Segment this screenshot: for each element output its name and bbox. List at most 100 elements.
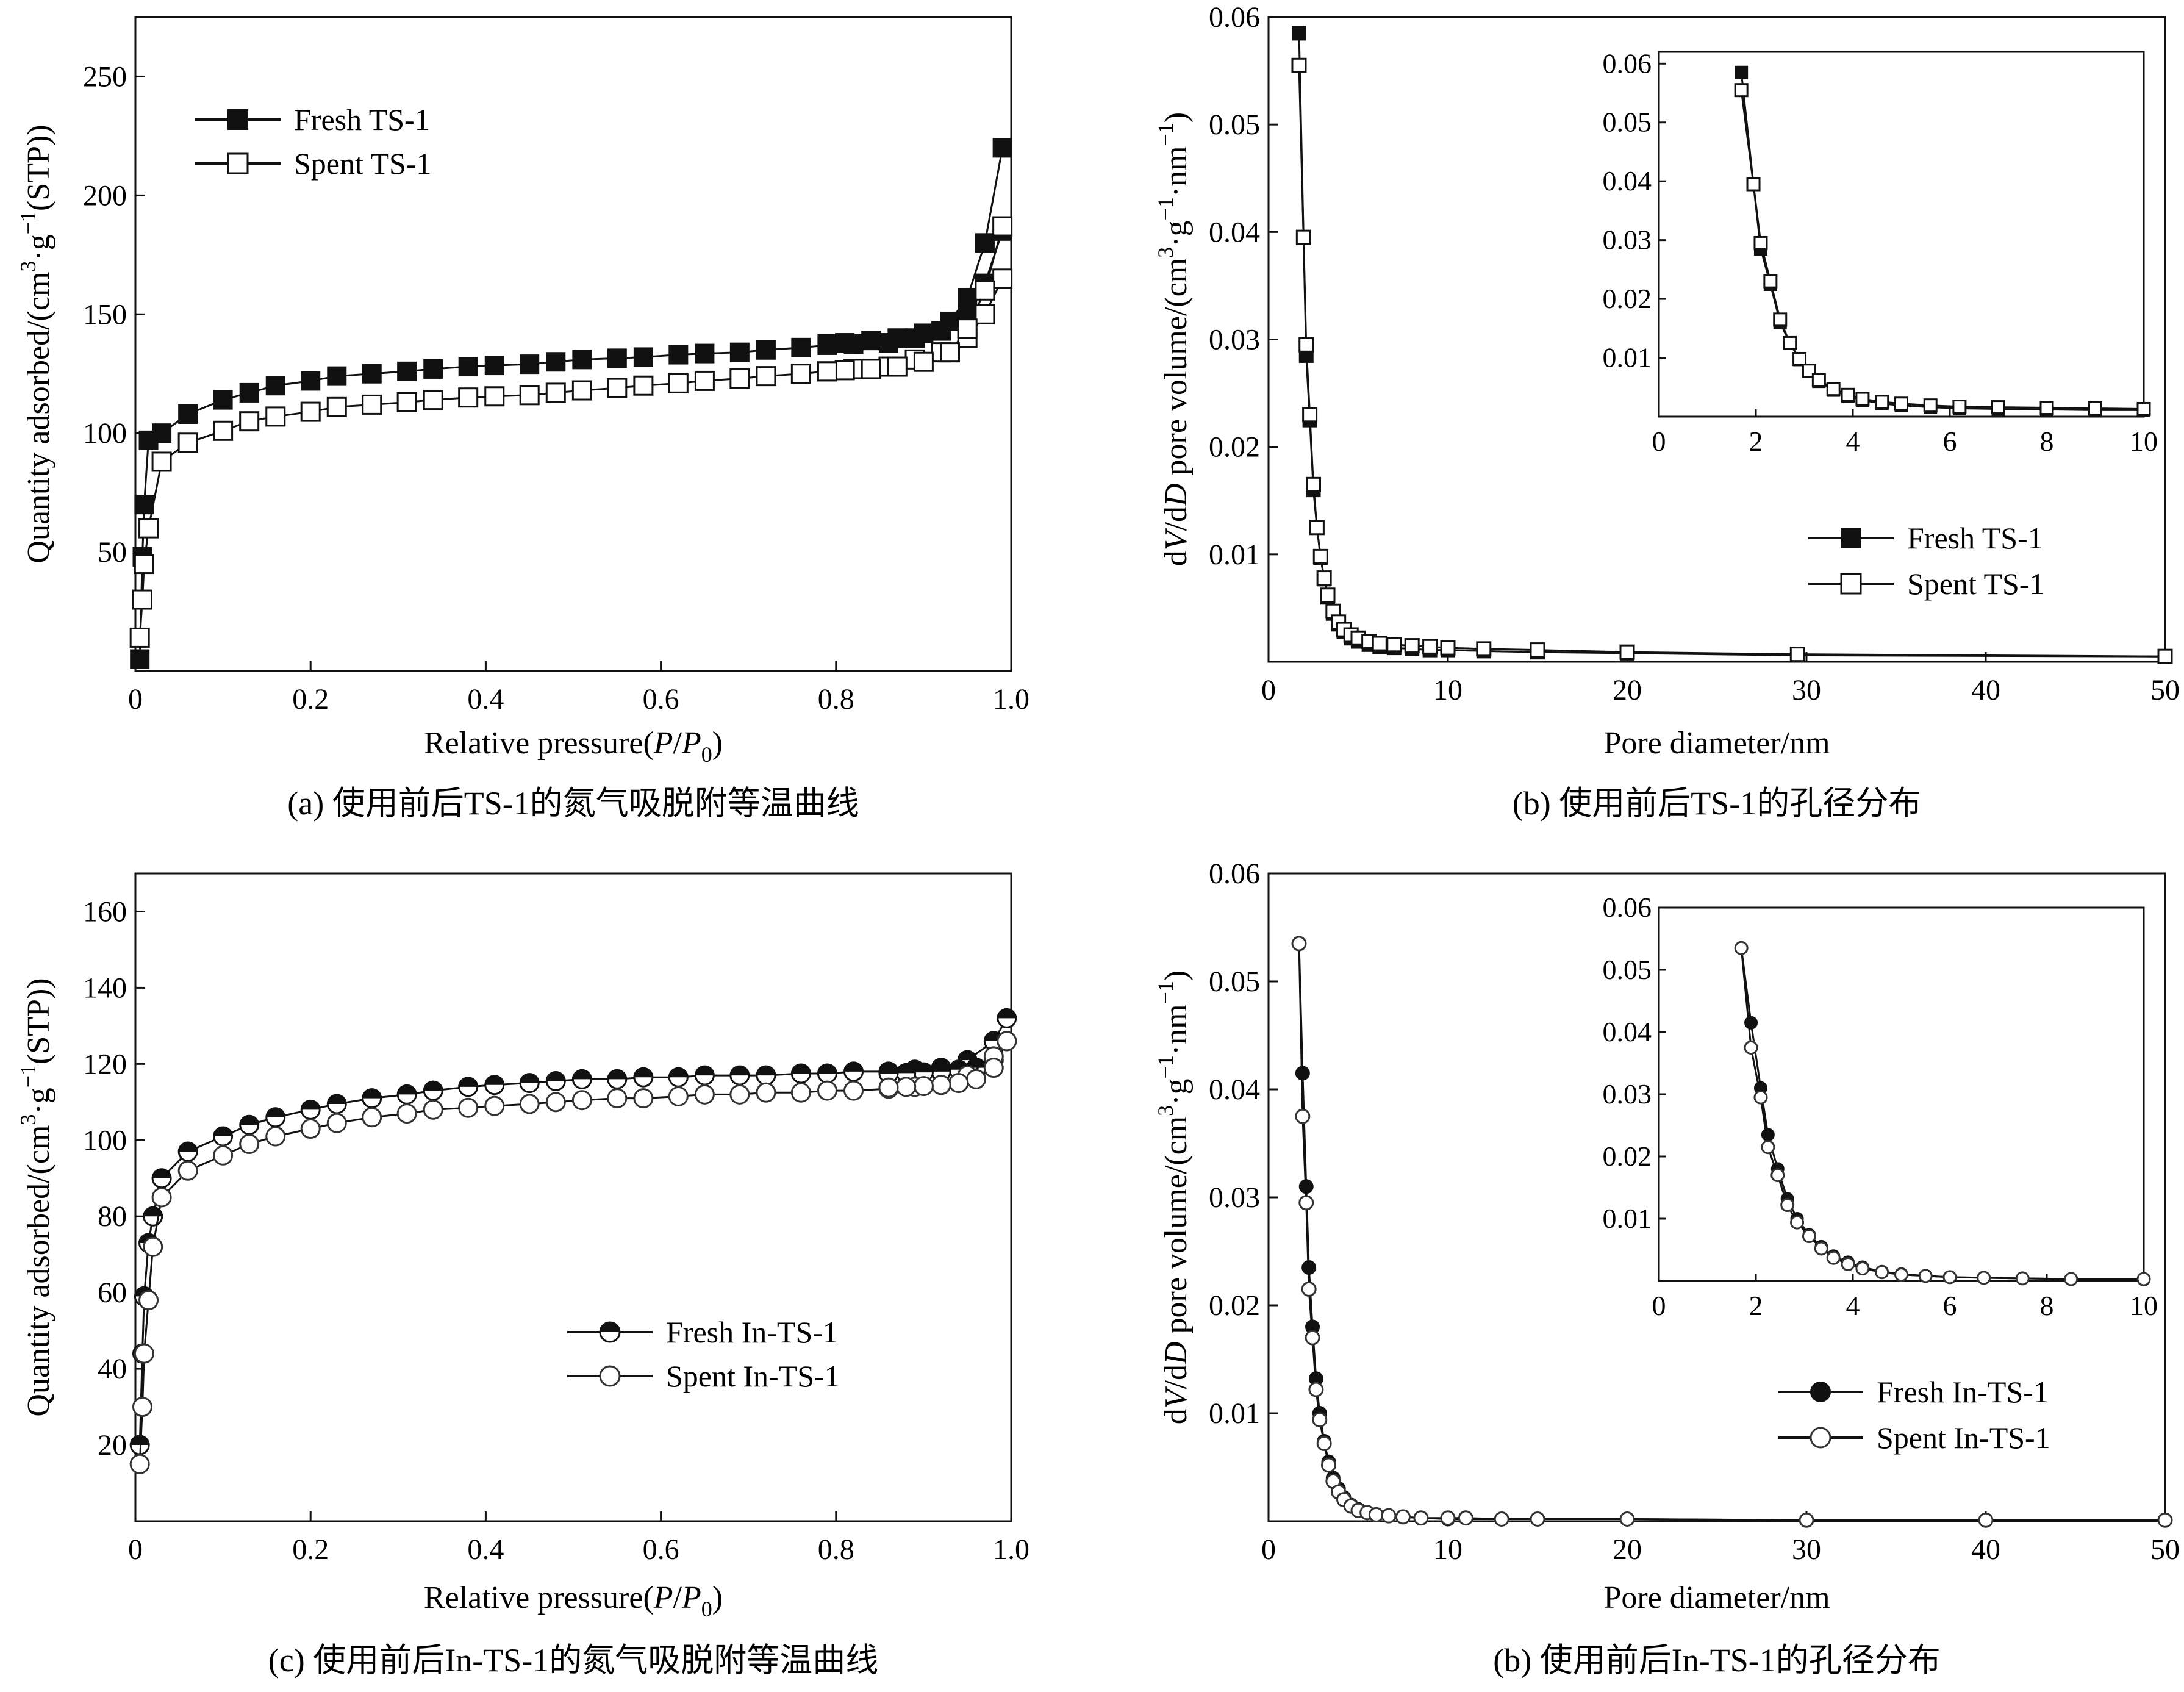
x-tick-label: 0.6 bbox=[643, 1533, 679, 1566]
data-point bbox=[138, 1290, 159, 1311]
inset-frame bbox=[1658, 51, 2145, 418]
inset-data-point bbox=[1977, 1271, 1991, 1285]
y-tick-label: 0.05 bbox=[1209, 966, 1260, 998]
data-point bbox=[143, 1206, 163, 1227]
y-tick-label: 160 bbox=[83, 895, 127, 928]
x-tick-label: 50 bbox=[2150, 674, 2180, 706]
data-point bbox=[997, 1031, 1017, 1052]
y-tick-label: 0.02 bbox=[1209, 431, 1260, 464]
data-point bbox=[134, 1343, 154, 1364]
marker-fill bbox=[634, 1068, 653, 1078]
data-point bbox=[1404, 638, 1420, 654]
marker-fill bbox=[607, 1070, 626, 1080]
marker-fill bbox=[213, 1127, 232, 1137]
marker-fill bbox=[179, 1142, 198, 1152]
legend-label: Spent In-TS-1 bbox=[1877, 1421, 2050, 1455]
data-point bbox=[362, 394, 382, 415]
inset-data-point bbox=[1734, 941, 1749, 955]
inset-data-point bbox=[1841, 387, 1855, 402]
y-tick-label: 0.01 bbox=[1209, 539, 1260, 571]
data-point bbox=[756, 366, 776, 387]
data-point bbox=[1458, 1510, 1473, 1526]
adsorption-line bbox=[138, 231, 1004, 659]
data-point bbox=[396, 1103, 417, 1124]
marker-fill bbox=[600, 1322, 620, 1332]
y-tick-label: 250 bbox=[83, 60, 127, 93]
data-point bbox=[1372, 636, 1387, 651]
data-point bbox=[939, 342, 960, 363]
inset-x-tick-label: 8 bbox=[2040, 1290, 2054, 1321]
marker-fill bbox=[240, 1116, 259, 1125]
data-point bbox=[887, 328, 908, 348]
data-point bbox=[1368, 1507, 1384, 1522]
inset-data-point bbox=[1734, 83, 1749, 98]
marker-fill bbox=[546, 1072, 565, 1081]
data-point bbox=[545, 1092, 566, 1113]
data-point bbox=[940, 311, 960, 331]
data-point bbox=[887, 356, 908, 377]
data-point bbox=[519, 1094, 540, 1114]
marker-fill bbox=[424, 1081, 443, 1091]
chart-panel-b1: 0 10 20 30 40 500.010.020.030.040.050.06Pore … bbox=[1153, 1, 2180, 822]
inset-y-tick-label: 0.03 bbox=[1603, 224, 1652, 256]
data-point bbox=[484, 1095, 505, 1116]
marker-fill bbox=[143, 1207, 162, 1217]
data-point bbox=[396, 392, 417, 413]
legend-marker bbox=[1810, 1382, 1831, 1402]
data-point bbox=[1978, 1512, 1994, 1528]
y-tick-label: 0.02 bbox=[1209, 1289, 1260, 1322]
data-point bbox=[992, 216, 1013, 237]
data-point bbox=[300, 1099, 321, 1120]
inset-data-point bbox=[1875, 1265, 1889, 1280]
legend-label: Fresh In-TS-1 bbox=[1877, 1375, 2049, 1409]
data-point bbox=[152, 423, 172, 443]
data-point bbox=[545, 382, 566, 403]
x-tick-label: 0 bbox=[1261, 674, 1276, 706]
inset-data-point bbox=[1894, 396, 1908, 411]
x-tick-label: 1.0 bbox=[993, 1533, 1029, 1566]
y-axis-label: Quantity adsorbed/(cm3·g−1(STP)) bbox=[16, 978, 56, 1416]
legend-marker bbox=[227, 152, 249, 174]
inset-data-point bbox=[1746, 177, 1761, 192]
x-tick-label: 0.8 bbox=[818, 683, 854, 715]
x-tick-label: 0.8 bbox=[818, 1533, 854, 1566]
legend: Fresh TS-1 Spent TS-1 bbox=[195, 102, 432, 181]
inset-data-point bbox=[1826, 382, 1841, 396]
data-point bbox=[1494, 1511, 1509, 1527]
legend: Fresh In-TS-1 Spent In-TS-1 bbox=[1778, 1375, 2050, 1455]
data-point bbox=[132, 589, 152, 610]
x-tick-label: 40 bbox=[1971, 1533, 2000, 1566]
legend-label: Spent In-TS-1 bbox=[666, 1359, 840, 1393]
y-tick-label: 0.03 bbox=[1209, 1181, 1260, 1214]
data-point bbox=[843, 1080, 864, 1101]
data-point bbox=[694, 1084, 715, 1105]
data-point bbox=[1302, 407, 1318, 423]
inset-plot: 0 2 4 6 8 10 0.01 0.02 0.03 0.04 0.05 0.06 bbox=[1603, 892, 2158, 1321]
data-point bbox=[694, 370, 715, 391]
inset-x-tick-label: 0 bbox=[1652, 1290, 1666, 1321]
inset-data-point bbox=[1875, 395, 1889, 409]
data-point bbox=[1295, 229, 1311, 245]
figure-caption: (a) 使用前后TS-1的氮气吸脱附等温曲线 bbox=[287, 785, 859, 822]
data-point bbox=[362, 1107, 382, 1128]
inset-data-point bbox=[1826, 1250, 1841, 1265]
data-point bbox=[484, 386, 505, 407]
data-point bbox=[423, 1080, 443, 1101]
marker-fill bbox=[695, 1066, 714, 1076]
figure-caption: (b) 使用前后In-TS-1的孔径分布 bbox=[1493, 1642, 1940, 1679]
data-point bbox=[756, 1082, 776, 1103]
data-point bbox=[213, 1126, 234, 1147]
data-point bbox=[571, 1069, 592, 1089]
inset-x-tick-label: 10 bbox=[2130, 1290, 2158, 1321]
data-point bbox=[326, 1113, 347, 1133]
y-tick-label: 200 bbox=[83, 179, 127, 212]
data-point bbox=[572, 350, 592, 370]
y-tick-label: 150 bbox=[83, 298, 127, 331]
data-point bbox=[1619, 644, 1635, 660]
legend-marker bbox=[227, 109, 248, 130]
marker-fill bbox=[485, 1075, 504, 1085]
data-point bbox=[138, 518, 159, 539]
data-point bbox=[519, 1073, 540, 1094]
inset-data-point bbox=[1855, 392, 1870, 406]
marker-fill bbox=[756, 1066, 775, 1076]
